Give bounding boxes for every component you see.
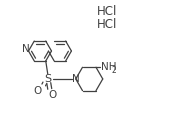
Text: 2: 2 [111,66,116,75]
Text: S: S [44,74,51,84]
Text: N: N [72,74,80,84]
Text: O: O [34,86,42,96]
Text: NH: NH [101,62,116,72]
Text: N: N [22,44,29,54]
Text: HCl: HCl [96,18,117,31]
Text: HCl: HCl [96,5,117,18]
Text: O: O [49,90,57,100]
